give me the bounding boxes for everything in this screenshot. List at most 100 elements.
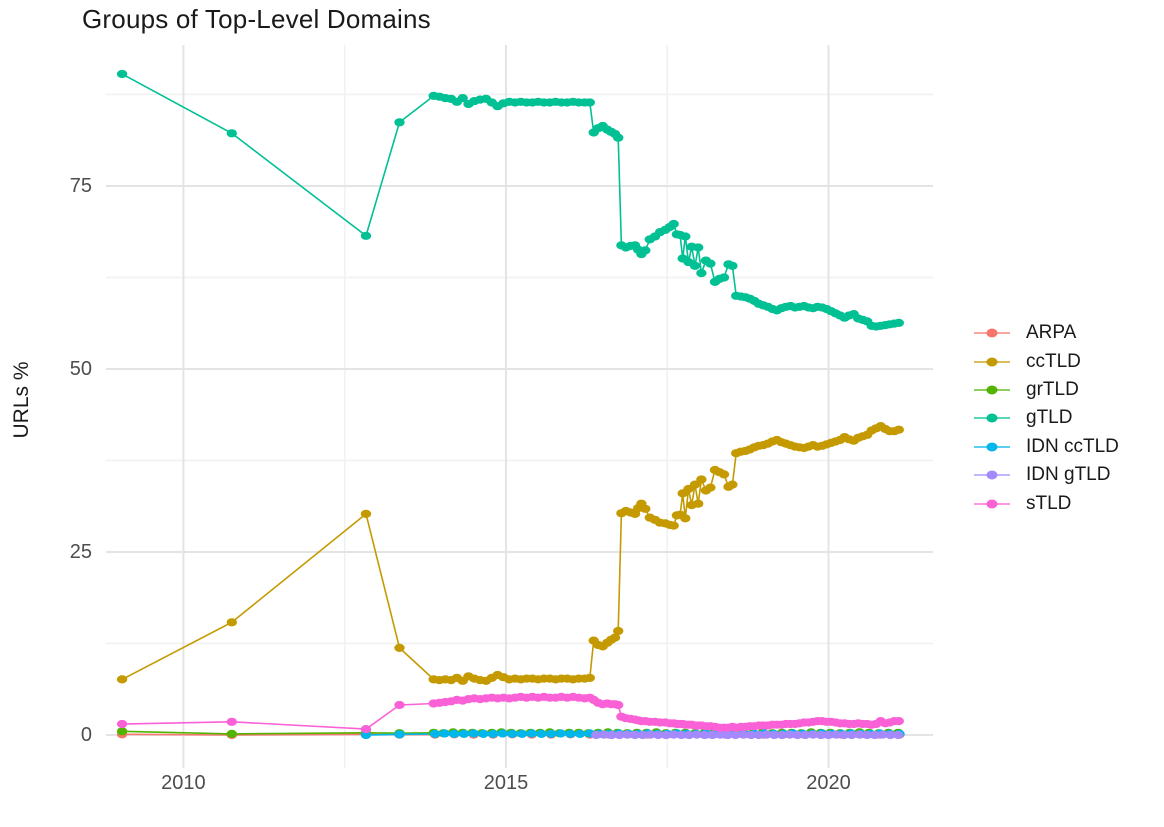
x-tick-label: 2010 (161, 772, 206, 794)
data-point (606, 730, 617, 740)
data-point (776, 730, 788, 740)
data-point (591, 730, 602, 740)
y-tick-label: 25 (69, 540, 92, 563)
data-point (394, 643, 405, 653)
data-point (640, 504, 651, 513)
y-tick-label: 75 (69, 174, 92, 197)
data-point (722, 730, 734, 740)
x-tick-label: 2015 (483, 772, 529, 794)
data-point (745, 730, 757, 740)
data-point (684, 730, 695, 740)
data-point (660, 730, 672, 740)
data-point (823, 730, 834, 740)
data-point (693, 499, 704, 508)
y-tick-label: 0 (80, 723, 92, 746)
data-point (893, 730, 904, 740)
data-point (613, 700, 624, 710)
data-point (862, 730, 873, 740)
data-point (705, 483, 716, 492)
data-point (680, 232, 691, 241)
data-point (468, 729, 479, 738)
data-point (449, 729, 460, 739)
data-point (714, 730, 726, 739)
legend-key-icon (974, 495, 1010, 513)
legend-item-cctld: ccTLD (974, 347, 1119, 375)
legend-item-grtld: grTLD (974, 376, 1119, 404)
data-point (727, 261, 738, 270)
legend-label: gTLD (1026, 407, 1073, 429)
data-point (893, 717, 904, 726)
x-tick-label: 2020 (806, 772, 851, 794)
data-point (360, 725, 372, 734)
data-point (846, 730, 857, 740)
legend-label: grTLD (1026, 378, 1079, 400)
series-points-stld (116, 692, 904, 734)
data-point (653, 730, 664, 740)
legend-label: sTLD (1026, 492, 1072, 514)
data-point (116, 675, 128, 684)
data-point (668, 521, 679, 530)
data-point (831, 730, 842, 739)
legend-item-arpa: ARPA (974, 319, 1119, 347)
data-point (761, 730, 772, 739)
data-point (637, 730, 648, 740)
legend-key-icon (974, 353, 1010, 371)
legend-item-idn-gtld: IDN gTLD (974, 461, 1119, 489)
data-point (668, 219, 679, 229)
legend-key-icon (974, 324, 1010, 342)
data-point (800, 730, 811, 740)
data-point (668, 730, 679, 739)
data-point (226, 717, 237, 726)
data-point (565, 729, 576, 739)
data-point (727, 480, 738, 489)
chart-title: Groups of Top-Level Domains (82, 4, 431, 34)
data-point (609, 633, 621, 642)
data-point (769, 730, 780, 740)
legend-label: ccTLD (1026, 350, 1081, 372)
data-point (516, 729, 528, 739)
data-point (116, 69, 128, 79)
legend: ARPA ccTLD grTLD gTLD IDN ccTLD IDN gTLD sTLD (974, 319, 1119, 518)
legend-label: ARPA (1026, 322, 1077, 344)
data-point (555, 729, 566, 738)
data-point (738, 730, 749, 739)
data-point (545, 729, 557, 739)
legend-key-icon (974, 381, 1010, 399)
data-point (614, 730, 625, 740)
data-point (439, 729, 450, 738)
data-point (613, 626, 624, 636)
data-point (753, 730, 764, 740)
data-point (885, 730, 896, 740)
series-line-cctld (121, 425, 900, 682)
data-point (429, 729, 441, 739)
data-point (893, 425, 904, 434)
series-points-gtld (116, 69, 904, 331)
data-point (226, 129, 237, 138)
data-point (360, 231, 372, 240)
data-point (629, 730, 641, 740)
data-point (893, 318, 904, 327)
data-point (478, 729, 489, 739)
data-point (526, 729, 537, 738)
data-point (696, 269, 707, 278)
data-point (458, 729, 470, 739)
data-point (116, 727, 128, 736)
data-point (584, 673, 595, 683)
series-points-cctld (116, 422, 904, 685)
data-point (680, 514, 691, 523)
data-point (877, 730, 888, 739)
data-point (691, 730, 703, 739)
data-point (226, 618, 237, 627)
data-point (838, 730, 850, 740)
data-point (226, 729, 237, 739)
data-point (457, 94, 468, 103)
legend-item-gtld: gTLD (974, 404, 1119, 432)
data-point (869, 730, 881, 740)
data-point (613, 133, 624, 142)
data-point (598, 730, 610, 739)
data-point (807, 730, 819, 739)
legend-label: IDN gTLD (1026, 464, 1111, 486)
y-tick-label: 50 (69, 357, 92, 380)
data-point (696, 475, 707, 484)
